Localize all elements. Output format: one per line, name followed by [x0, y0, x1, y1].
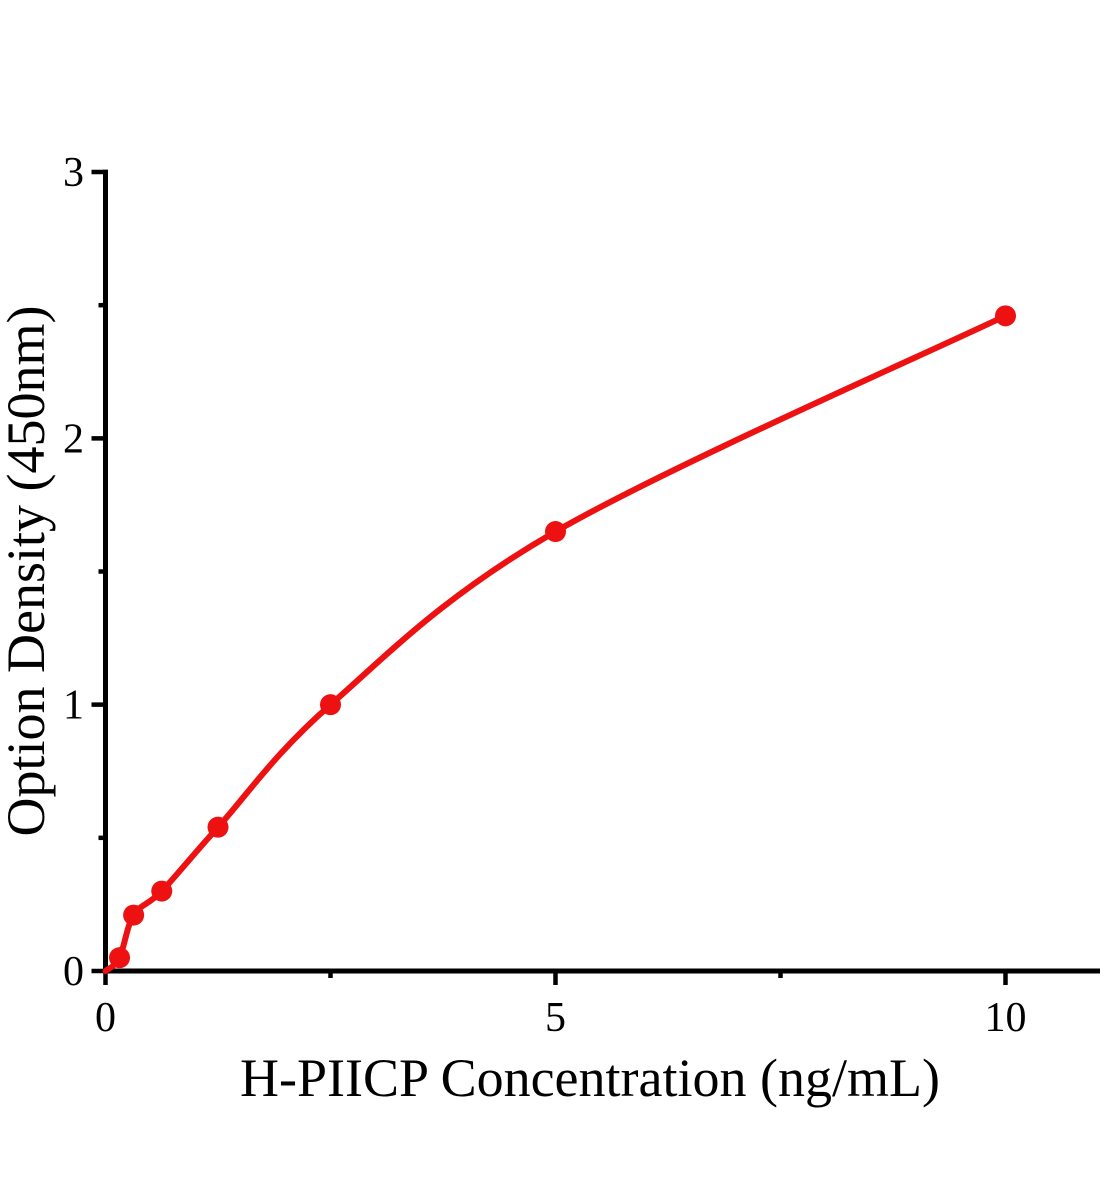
y-axis-title: Option Density (450nm) — [0, 306, 56, 837]
x-tick-label: 10 — [985, 995, 1027, 1041]
axis-ticks — [91, 169, 1008, 985]
axis-spines — [103, 169, 1100, 974]
x-tick-label: 0 — [95, 995, 116, 1041]
data-point-marker — [995, 305, 1016, 327]
data-point-marker — [123, 904, 145, 926]
x-tick-label: 5 — [545, 995, 566, 1041]
tick-labels: 0 5 10 0 1 2 3 — [63, 150, 1027, 1041]
y-tick-label: 3 — [63, 150, 84, 196]
x-axis-title: H-PIICP Concentration (ng/mL) — [240, 1048, 940, 1108]
data-point-marker — [109, 947, 131, 969]
standard-curve-line — [102, 312, 1009, 974]
data-point-marker — [151, 880, 173, 902]
y-tick-label: 0 — [63, 949, 84, 995]
data-point-marker — [545, 521, 566, 543]
y-tick-label: 1 — [63, 683, 84, 729]
y-tick-label: 2 — [63, 416, 84, 462]
data-point-marker — [207, 816, 229, 838]
data-point-marker — [320, 694, 341, 716]
plot-series — [102, 305, 1016, 974]
